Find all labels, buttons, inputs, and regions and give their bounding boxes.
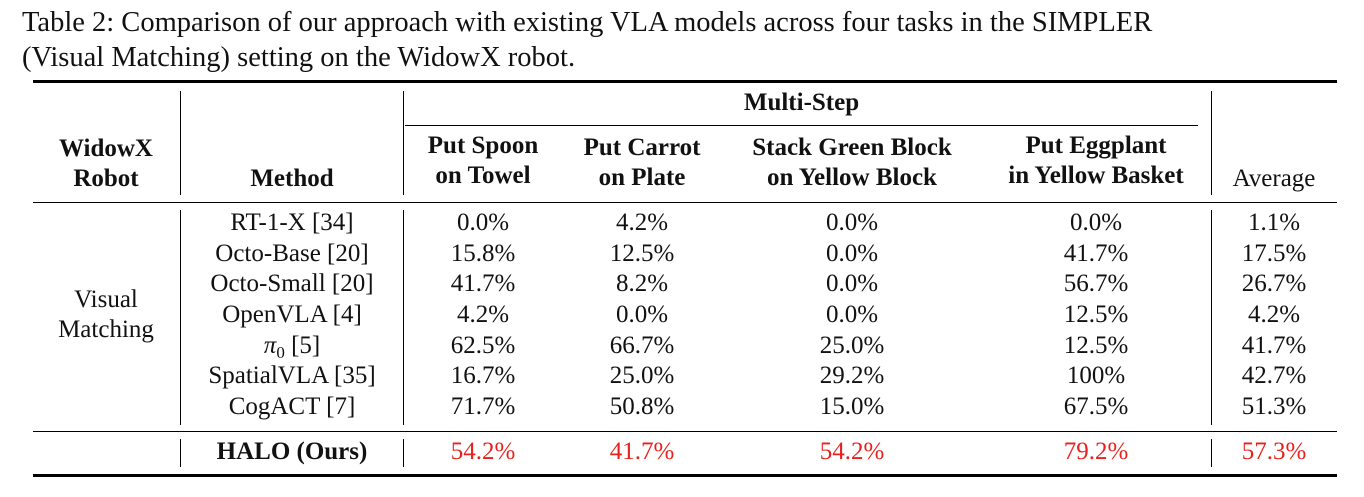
row-value: 25.0% (609, 362, 675, 389)
bottom-rule (33, 474, 1337, 477)
header-task-4: Put Eggplant in Yellow Basket (990, 131, 1202, 191)
ours-average: 57.3% (1241, 438, 1307, 465)
row-value: 0.0% (825, 240, 879, 267)
caption-line-2: (Visual Matching) setting on the WidowX … (22, 42, 576, 73)
header-task-2-line2: on Plate (598, 164, 686, 191)
row-method: SpatialVLA [35] (208, 362, 376, 389)
row-average: 26.7% (1241, 270, 1307, 297)
header-task-3-line1: Stack Green Block (752, 134, 952, 161)
row-value: 67.5% (1063, 393, 1129, 420)
header-robot-line1: WidowX (58, 135, 153, 162)
row-value: 16.7% (450, 362, 516, 389)
header-group-multi-step: Multi-Step (743, 89, 860, 116)
vline-body-2 (403, 210, 405, 425)
header-method: Method (250, 165, 334, 192)
row-value: 8.2% (615, 270, 669, 297)
header-task-1-line1: Put Spoon (427, 132, 539, 159)
row-value: 0.0% (825, 209, 879, 236)
row-value: 0.0% (825, 301, 879, 328)
header-task-3-line2: on Yellow Block (767, 164, 937, 191)
header-robot: WidowX Robot (36, 134, 176, 194)
row-value: 15.8% (450, 240, 516, 267)
vline-body-3 (1211, 210, 1213, 425)
row-value: 25.0% (819, 332, 885, 359)
ours-value: 79.2% (1063, 438, 1129, 465)
header-task-2: Put Carrot on Plate (566, 133, 718, 193)
row-value: 0.0% (615, 301, 669, 328)
ours-value: 54.2% (819, 438, 885, 465)
row-method-pi0: π0 [5] (183, 331, 401, 363)
row-value: 15.0% (819, 393, 885, 420)
header-task-4-line2: in Yellow Basket (1008, 162, 1184, 189)
top-rule (33, 80, 1337, 83)
row-method: RT-1-X [34] (230, 209, 354, 236)
row-average: 17.5% (1241, 240, 1307, 267)
row-value: 12.5% (1063, 301, 1129, 328)
table-caption: Table 2: Comparison of our approach with… (22, 5, 1357, 75)
pi-subscript: 0 (276, 343, 285, 362)
row-value: 0.0% (1069, 209, 1123, 236)
row-value: 62.5% (450, 332, 516, 359)
vline-header-2 (403, 91, 405, 195)
caption-line-1: Table 2: Comparison of our approach with… (22, 7, 1153, 38)
row-value: 100% (1066, 362, 1126, 389)
vline-header-3 (1211, 91, 1213, 195)
row-average: 51.3% (1241, 393, 1307, 420)
row-value: 56.7% (1063, 270, 1129, 297)
row-value: 4.2% (456, 301, 510, 328)
row-value: 4.2% (615, 209, 669, 236)
pi-reference: [5] (291, 332, 321, 359)
setting-label: Visual Matching (36, 285, 176, 345)
ours-method: HALO (Ours) (216, 438, 368, 465)
row-value: 0.0% (825, 270, 879, 297)
pi-symbol: π (263, 332, 277, 359)
row-method: CogACT [7] (228, 393, 356, 420)
row-value: 50.8% (609, 393, 675, 420)
vline-header-1 (180, 91, 182, 195)
row-average: 1.1% (1247, 209, 1301, 236)
header-task-1: Put Spoon on Towel (412, 131, 554, 191)
vline-ours-3 (1211, 439, 1213, 467)
row-method: Octo-Small [20] (210, 270, 374, 297)
setting-label-line1: Visual (74, 286, 138, 313)
header-task-3: Stack Green Block on Yellow Block (728, 133, 976, 193)
row-value: 41.7% (450, 270, 516, 297)
row-average: 41.7% (1241, 332, 1307, 359)
header-rule (33, 202, 1337, 204)
header-robot-line2: Robot (73, 165, 139, 192)
group-rule (405, 125, 1198, 127)
ours-rule (33, 431, 1337, 433)
row-value: 41.7% (1063, 240, 1129, 267)
row-value: 12.5% (1063, 332, 1129, 359)
row-value: 0.0% (456, 209, 510, 236)
header-task-2-line1: Put Carrot (583, 134, 701, 161)
row-average: 4.2% (1247, 301, 1301, 328)
ours-value: 41.7% (609, 438, 675, 465)
vline-ours-1 (180, 439, 182, 467)
row-average: 42.7% (1241, 362, 1307, 389)
row-method: Octo-Base [20] (215, 240, 369, 267)
setting-label-line2: Matching (58, 316, 154, 343)
vline-body-1 (180, 210, 182, 425)
vline-ours-2 (403, 439, 405, 467)
ours-value: 54.2% (450, 438, 516, 465)
row-value: 71.7% (450, 393, 516, 420)
header-average: Average (1232, 165, 1316, 192)
row-method: OpenVLA [4] (222, 301, 362, 328)
header-task-4-line1: Put Eggplant (1025, 132, 1167, 159)
header-task-1-line2: on Towel (435, 162, 531, 189)
row-value: 29.2% (819, 362, 885, 389)
row-value: 12.5% (609, 240, 675, 267)
row-value: 66.7% (609, 332, 675, 359)
